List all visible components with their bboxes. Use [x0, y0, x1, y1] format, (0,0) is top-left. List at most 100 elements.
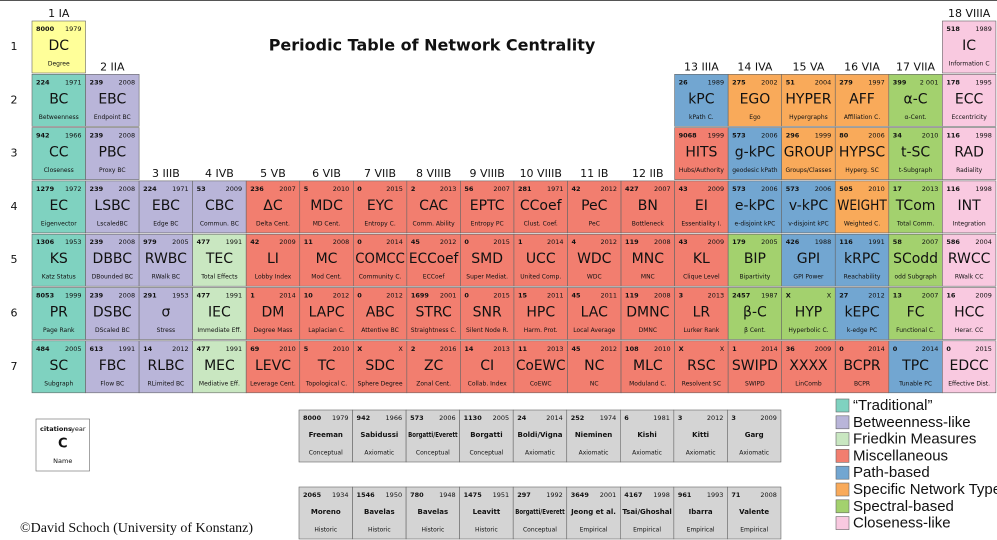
- name: Tunable PC: [898, 380, 932, 387]
- author: Borgatti: [470, 431, 502, 439]
- cell: [567, 287, 622, 340]
- year: 2014: [546, 414, 563, 422]
- year: 2009: [975, 292, 992, 300]
- cell: [192, 233, 247, 287]
- cell: [727, 486, 782, 540]
- name: Mod Cent.: [311, 274, 342, 281]
- citations: 518: [946, 25, 960, 33]
- name: Leverage Cent.: [250, 380, 296, 387]
- group-label: 16 VIA: [844, 60, 880, 73]
- year: 2001: [600, 491, 617, 499]
- year: 1948: [439, 491, 456, 499]
- symbol: TEC: [205, 251, 233, 267]
- citations: 119: [625, 292, 639, 300]
- name: v-disjoint kPC: [788, 220, 829, 227]
- cell: [85, 287, 140, 340]
- year: 1998: [653, 491, 670, 499]
- year: 2012: [172, 345, 189, 353]
- name: Laplacian C.: [308, 327, 345, 334]
- citations: 252: [571, 414, 585, 422]
- name: Degree: [48, 61, 70, 68]
- name: Subgraph: [44, 380, 73, 387]
- name: Hypergraphs: [789, 114, 828, 121]
- cell: [942, 127, 997, 180]
- name: Bipartivity: [739, 274, 770, 281]
- row-label: 1: [11, 40, 18, 53]
- row-label: 7: [11, 360, 18, 373]
- cell: [138, 340, 193, 394]
- row-label: 3: [11, 147, 18, 160]
- cell: [727, 287, 783, 340]
- row-label: 6: [11, 307, 18, 320]
- author: Nieminen: [575, 431, 612, 439]
- name: Clust. Coef.: [524, 220, 558, 227]
- year: 2009: [279, 238, 296, 246]
- cell: [352, 340, 408, 394]
- citations: 426: [786, 238, 800, 246]
- name: geodesic kPath: [732, 167, 778, 174]
- citations: 178: [946, 78, 960, 86]
- author: Moreno: [311, 508, 341, 516]
- cell: [674, 127, 729, 180]
- year: 2006: [868, 132, 885, 140]
- symbol: EGO: [740, 91, 771, 107]
- author: Tsai/Ghoshal: [622, 508, 672, 516]
- name: Collab. Index: [468, 380, 507, 387]
- citations: 979: [143, 238, 157, 246]
- group-label: 17 VIIA: [896, 60, 936, 73]
- citations: 1475: [464, 491, 483, 499]
- citations: 9068: [679, 132, 698, 140]
- cell: [406, 233, 461, 287]
- cell: [31, 20, 86, 74]
- author: Boldi/Vigna: [518, 431, 563, 439]
- key-cell: [35, 418, 90, 472]
- cell: [352, 180, 408, 234]
- year: 1979: [332, 414, 349, 422]
- cell: [888, 74, 943, 127]
- symbol: XXXX: [789, 358, 828, 374]
- symbol: BCPR: [843, 358, 881, 374]
- citations: 942: [36, 132, 50, 140]
- symbol: ECCoef: [409, 251, 460, 267]
- year: 2013: [547, 345, 564, 353]
- name: Hyperg. SC: [845, 167, 879, 174]
- cell: [299, 180, 354, 234]
- year: 2008: [119, 292, 136, 300]
- name: Immediate Eff.: [197, 327, 241, 334]
- year: 2005: [65, 345, 82, 353]
- symbol: MEC: [204, 358, 235, 374]
- name: Harm. Prot.: [524, 327, 558, 334]
- name: Hubs/Authority: [679, 167, 724, 174]
- citations: 484: [36, 345, 50, 353]
- citations: 1699: [411, 292, 430, 300]
- name: MNC: [641, 274, 655, 281]
- cell: [727, 409, 782, 463]
- group-label: 18 VIIIA: [948, 7, 991, 20]
- year: 2010: [333, 185, 350, 193]
- citations: 15: [518, 292, 528, 300]
- year: 2012: [601, 345, 618, 353]
- citations: 42: [250, 238, 259, 246]
- citations: 573: [732, 185, 746, 193]
- cell: [888, 287, 943, 340]
- citations: 80: [839, 132, 849, 140]
- cell: [781, 127, 836, 180]
- citations: 239: [90, 185, 104, 193]
- citations: 239: [90, 292, 104, 300]
- author: Ibarra: [689, 508, 713, 516]
- citations: 586: [946, 238, 960, 246]
- symbol: ABC: [366, 305, 395, 321]
- year: 1989: [708, 78, 725, 86]
- citations: 2065: [303, 491, 322, 499]
- cell: [781, 233, 836, 287]
- group-label: 4 IVB: [205, 167, 234, 180]
- year: 1979: [65, 25, 82, 33]
- citations: 0: [839, 345, 844, 353]
- citations: 275: [732, 78, 746, 86]
- key-year: year: [71, 425, 86, 433]
- symbol: DMNC: [626, 305, 669, 321]
- year: 1995: [975, 78, 992, 86]
- year: 2012: [707, 414, 724, 422]
- year: 2009: [226, 185, 243, 193]
- symbol: SC: [49, 358, 68, 374]
